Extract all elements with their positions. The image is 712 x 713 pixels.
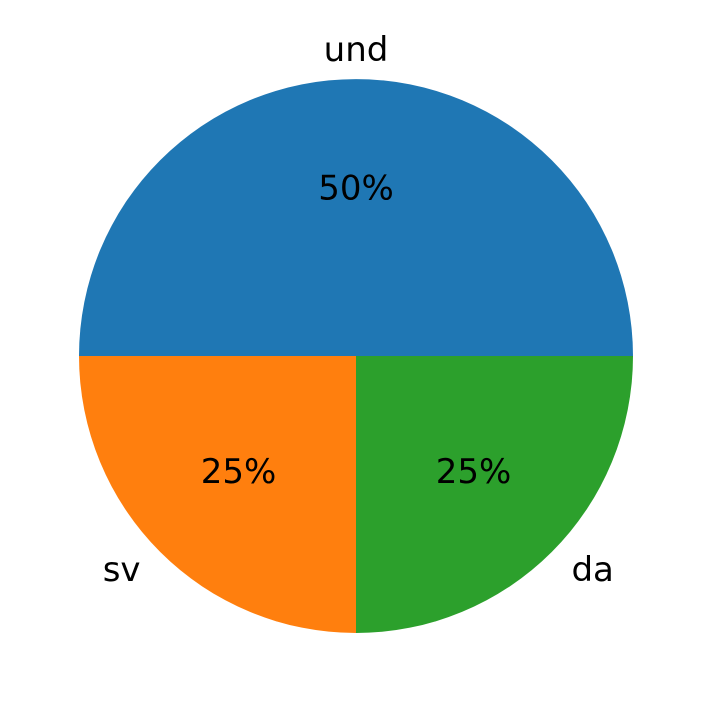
pie-slice-da bbox=[356, 356, 633, 633]
pie-slices bbox=[79, 79, 633, 633]
slice-label-und: und bbox=[324, 30, 389, 70]
slice-label-sv: sv bbox=[103, 550, 141, 590]
slice-label-da: da bbox=[571, 550, 613, 590]
pie-labels: und 50% sv 25% da 25% bbox=[103, 30, 614, 590]
pct-label-sv: 25% bbox=[201, 452, 277, 492]
pct-label-und: 50% bbox=[318, 168, 394, 208]
pie-slice-und bbox=[79, 79, 633, 356]
pct-label-da: 25% bbox=[436, 452, 512, 492]
pie-slice-sv bbox=[79, 356, 356, 633]
